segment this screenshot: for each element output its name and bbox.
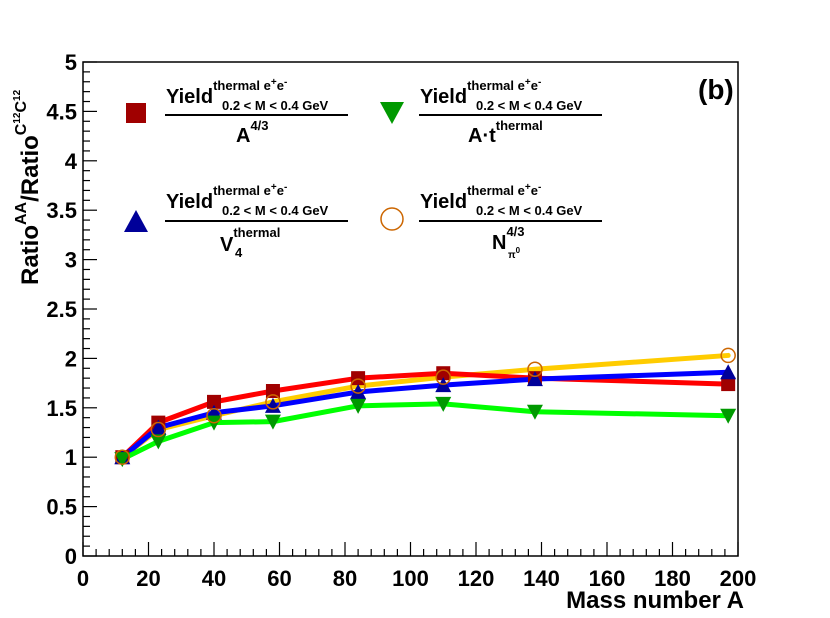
data-point-circle — [350, 378, 366, 394]
data-point-circle — [206, 407, 222, 424]
axis-ticks — [82, 61, 739, 557]
plot-frame — [82, 61, 739, 557]
data-point-circle — [114, 449, 131, 465]
y-tick-label: 3 — [65, 248, 77, 273]
data-point-triangle-down — [435, 396, 452, 412]
data-point-triangle-up — [150, 419, 167, 435]
y-title-slash: /Ratio — [17, 135, 44, 202]
y-title-base: Ratio — [17, 225, 44, 285]
legend-num-sub: 0.2 < M < 0.4 GeV — [476, 98, 583, 113]
data-point-triangle-up — [526, 371, 543, 387]
legend-den: A·tthermal — [468, 118, 543, 147]
data-point-triangle-down — [264, 414, 281, 430]
y-tick-label: 1 — [65, 445, 77, 470]
y-tick-label: 2 — [65, 346, 77, 371]
x-tick-label: 80 — [333, 566, 357, 591]
data-point-circle — [435, 369, 451, 385]
x-tick-label: 180 — [654, 566, 691, 591]
data-point-square — [721, 377, 736, 392]
x-tick-label: 60 — [267, 566, 291, 591]
x-tick-label: 140 — [523, 566, 560, 591]
data-point-square — [436, 366, 451, 381]
x-tick-label: 100 — [392, 566, 429, 591]
y-tick-label: 3.5 — [46, 198, 77, 223]
x-tick-labels: 0 20 40 60 80 100 120 140 160 180 200 — [77, 566, 756, 591]
legend-den: A4/3 — [236, 118, 269, 147]
panel-label: (b) — [698, 74, 734, 105]
data-point-square — [351, 371, 366, 386]
legend-marker-triangle-down — [380, 102, 404, 124]
x-tick-label: 120 — [458, 566, 495, 591]
legend-entry-at: Yieldthermal e+e- 0.2 < M < 0.4 GeV A·tt… — [380, 77, 602, 147]
series-line-0 — [119, 370, 731, 460]
legend-den: N4/3 — [492, 224, 525, 254]
legend-num-sub: 0.2 < M < 0.4 GeV — [476, 203, 583, 218]
y-tick-labels: 0 0.5 1 1.5 2 2.5 3 3.5 4 4.5 5 — [46, 50, 77, 569]
legend-num-sub: 0.2 < M < 0.4 GeV — [222, 203, 329, 218]
legend-entry-a43: Yieldthermal e+e- 0.2 < M < 0.4 GeV A4/3 — [126, 77, 348, 147]
data-point-square — [265, 384, 280, 399]
legend-den-sub: π0 — [508, 246, 521, 261]
series-markers — [114, 347, 737, 468]
legend-num: Yieldthermal e+e- — [420, 182, 541, 213]
y-axis-title: RatioAA/RatioC12C12 — [12, 89, 44, 285]
data-point-circle — [527, 361, 543, 378]
legend: Yieldthermal e+e- 0.2 < M < 0.4 GeV A4/3… — [124, 77, 602, 261]
legend-num: Yieldthermal e+e- — [166, 77, 287, 108]
series-line-1 — [119, 369, 731, 460]
x-tick-label: 20 — [136, 566, 160, 591]
legend-entry-npi: Yieldthermal e+e- 0.2 < M < 0.4 GeV N4/3… — [380, 182, 602, 261]
legend-marker-circle-open — [380, 207, 404, 231]
data-point-circle — [150, 421, 167, 438]
data-point-square — [207, 394, 221, 409]
y-tick-label: 0.5 — [46, 495, 77, 520]
series-line-2 — [119, 401, 731, 462]
data-point-triangle-down — [150, 434, 167, 450]
y-title-sup2-post: 12 — [12, 89, 23, 101]
y-tick-label: 0 — [65, 544, 77, 569]
y-tick-label: 1.5 — [46, 396, 77, 421]
x-axis-title: Mass number A — [566, 587, 744, 614]
data-point-triangle-down — [114, 452, 131, 468]
y-title-sup2-pre: 12 — [12, 112, 23, 124]
legend-marker-triangle-up — [124, 210, 148, 232]
data-point-circle — [265, 394, 281, 410]
y-tick-label: 2.5 — [46, 297, 77, 322]
y-title-sup1: AA — [13, 201, 30, 225]
legend-entry-v4: Yieldthermal e+e- 0.2 < M < 0.4 GeV Vthe… — [124, 182, 348, 260]
legend-num: Yieldthermal e+e- — [166, 182, 287, 213]
legend-num: Yieldthermal e+e- — [420, 77, 541, 108]
data-point-triangle-up — [720, 364, 737, 380]
data-point-triangle-up — [350, 383, 367, 399]
legend-num-sub: 0.2 < M < 0.4 GeV — [222, 98, 329, 113]
y-title-sup2-c: C — [13, 123, 30, 135]
x-tick-label: 40 — [202, 566, 226, 591]
y-tick-label: 4 — [65, 149, 78, 174]
x-tick-label: 160 — [589, 566, 626, 591]
legend-den: Vthermal — [220, 225, 280, 256]
x-tick-label: 200 — [720, 566, 757, 591]
y-title-sup2-mid: C — [13, 101, 30, 113]
y-tick-label: 4.5 — [46, 99, 77, 124]
data-point-triangle-up — [264, 397, 281, 413]
x-tick-label: 0 — [77, 566, 89, 591]
y-tick-label: 5 — [65, 50, 77, 75]
data-point-triangle-down — [720, 408, 737, 424]
legend-den-sub: 4 — [235, 245, 243, 260]
legend-marker-square — [126, 103, 146, 123]
series-lines — [119, 352, 731, 462]
data-point-circle — [720, 347, 736, 364]
data-point-triangle-down — [350, 398, 367, 414]
data-point-triangle-down — [526, 404, 543, 420]
